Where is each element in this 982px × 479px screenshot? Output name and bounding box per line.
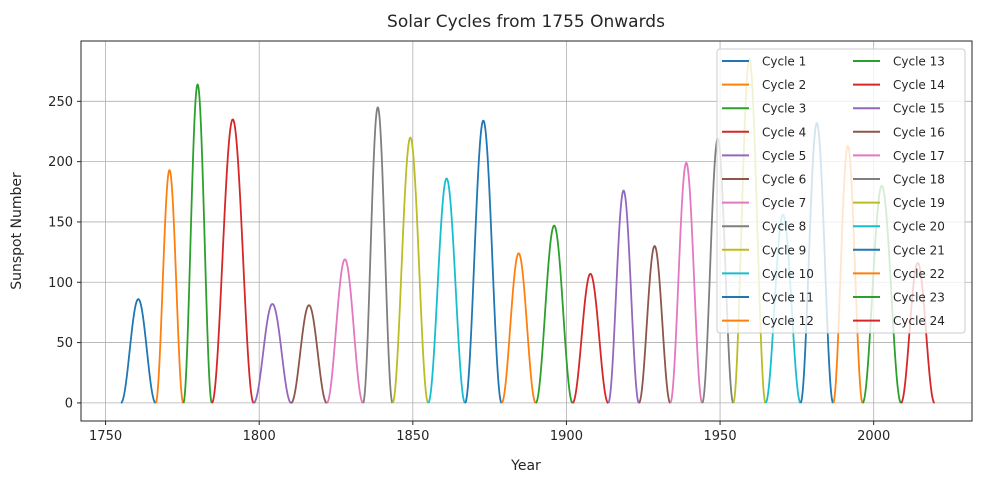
y-tick-label: 50 xyxy=(56,336,73,351)
y-tick-label: 200 xyxy=(48,155,73,170)
series-line-cycle-7 xyxy=(326,258,364,404)
legend-label: Cycle 11 xyxy=(762,291,814,305)
series-line-cycle-17 xyxy=(669,161,703,404)
x-tick-label: 2000 xyxy=(857,429,890,444)
series-line-cycle-6 xyxy=(290,304,328,404)
legend-label: Cycle 17 xyxy=(893,149,945,163)
y-tick-label: 250 xyxy=(48,95,73,110)
legend-label: Cycle 5 xyxy=(762,149,806,163)
legend-label: Cycle 1 xyxy=(762,55,806,69)
legend-label: Cycle 19 xyxy=(893,196,945,210)
legend-label: Cycle 16 xyxy=(893,125,945,139)
legend-label: Cycle 10 xyxy=(762,267,814,281)
series-line-cycle-14 xyxy=(572,272,609,404)
legend-label: Cycle 21 xyxy=(893,243,945,257)
x-axis-label: Year xyxy=(510,458,541,474)
y-axis-label: Sunspot Number xyxy=(9,172,25,290)
x-tick-label: 1900 xyxy=(550,429,583,444)
legend-label: Cycle 6 xyxy=(762,173,806,187)
series-line-cycle-9 xyxy=(391,136,429,404)
series-line-cycle-15 xyxy=(607,189,640,404)
x-tick-label: 1950 xyxy=(704,429,737,444)
series-line-cycle-11 xyxy=(464,119,503,404)
y-tick-label: 150 xyxy=(48,215,73,230)
series-line-cycle-5 xyxy=(253,303,292,404)
series-line-cycle-2 xyxy=(155,169,184,404)
series-line-cycle-16 xyxy=(638,245,671,404)
series-line-cycle-8 xyxy=(362,106,394,404)
legend-label: Cycle 2 xyxy=(762,78,806,92)
series-line-cycle-12 xyxy=(501,252,537,404)
legend-label: Cycle 4 xyxy=(762,125,806,139)
series-line-cycle-1 xyxy=(120,298,157,404)
legend-label: Cycle 14 xyxy=(893,78,945,92)
legend-label: Cycle 7 xyxy=(762,196,806,210)
x-tick-label: 1800 xyxy=(243,429,276,444)
plot-area-frame xyxy=(80,40,973,422)
axis-ticks: 1750 1800 1850 1900 1950 2000 0 50 100 150 200 250 xyxy=(48,95,890,444)
legend-label: Cycle 18 xyxy=(893,173,945,187)
x-tick-label: 1850 xyxy=(396,429,429,444)
legend-label: Cycle 12 xyxy=(762,314,814,328)
legend-label: Cycle 13 xyxy=(893,55,945,69)
x-tick-label: 1750 xyxy=(89,429,122,444)
chart-title: Solar Cycles from 1755 Onwards xyxy=(387,12,665,32)
legend-label: Cycle 8 xyxy=(762,220,806,234)
legend-label: Cycle 23 xyxy=(893,291,945,305)
legend-label: Cycle 3 xyxy=(762,102,806,116)
legend-box xyxy=(716,48,966,334)
legend-label: Cycle 15 xyxy=(893,102,945,116)
legend: Cycle 1 Cycle 2 Cycle 3 Cycle 4 Cycle 5 Cycle… xyxy=(716,48,966,334)
y-tick-label: 100 xyxy=(48,276,73,291)
legend-label: Cycle 24 xyxy=(893,314,945,328)
series-line-cycle-4 xyxy=(211,118,255,404)
legend-label: Cycle 22 xyxy=(893,267,945,281)
series-line-cycle-13 xyxy=(535,224,574,404)
series-line-cycle-3 xyxy=(182,83,213,404)
legend-label: Cycle 20 xyxy=(893,220,945,234)
series-line-cycle-10 xyxy=(427,177,466,404)
legend-label: Cycle 9 xyxy=(762,243,806,257)
y-tick-label: 0 xyxy=(65,396,73,411)
